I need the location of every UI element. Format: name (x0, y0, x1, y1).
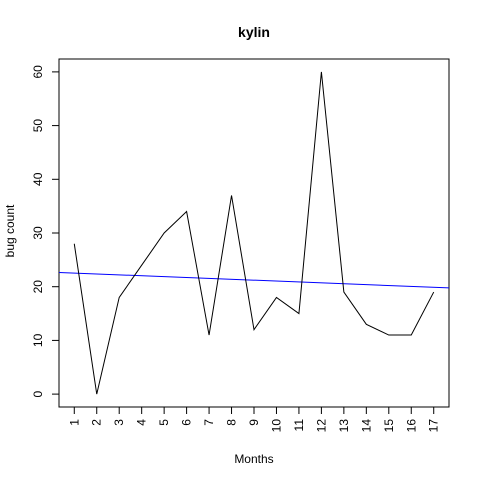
x-tick-label: 9 (247, 419, 261, 426)
x-axis-label: Months (234, 452, 273, 466)
x-tick-label: 14 (359, 419, 373, 433)
x-tick-label: 16 (404, 419, 418, 433)
x-tick-label: 3 (112, 419, 126, 426)
y-tick-label: 50 (31, 119, 45, 133)
y-tick-label: 10 (31, 333, 45, 347)
x-tick-label: 2 (90, 419, 104, 426)
y-tick-label: 30 (31, 226, 45, 240)
y-axis-label: bug count (3, 204, 17, 257)
trend-line (59, 271, 449, 289)
y-tick-label: 20 (31, 280, 45, 294)
x-tick-label: 13 (337, 419, 351, 433)
x-tick-label: 6 (180, 419, 194, 426)
x-tick-label: 5 (157, 419, 171, 426)
y-tick-label: 40 (31, 172, 45, 186)
x-tick-label: 4 (135, 419, 149, 426)
series-line (73, 71, 435, 395)
x-tick-label: 7 (202, 419, 216, 426)
x-tick-label: 15 (382, 419, 396, 433)
chart-title: kylin (238, 24, 270, 40)
x-tick-label: 11 (292, 419, 306, 432)
x-tick-label: 12 (314, 419, 328, 433)
x-tick-label: 17 (427, 419, 441, 433)
x-tick-label: 8 (225, 419, 239, 426)
y-tick-label: 0 (31, 390, 45, 397)
x-tick-label: 1 (67, 419, 81, 426)
x-tick-label: 10 (269, 419, 283, 433)
y-tick-label: 60 (31, 65, 45, 79)
